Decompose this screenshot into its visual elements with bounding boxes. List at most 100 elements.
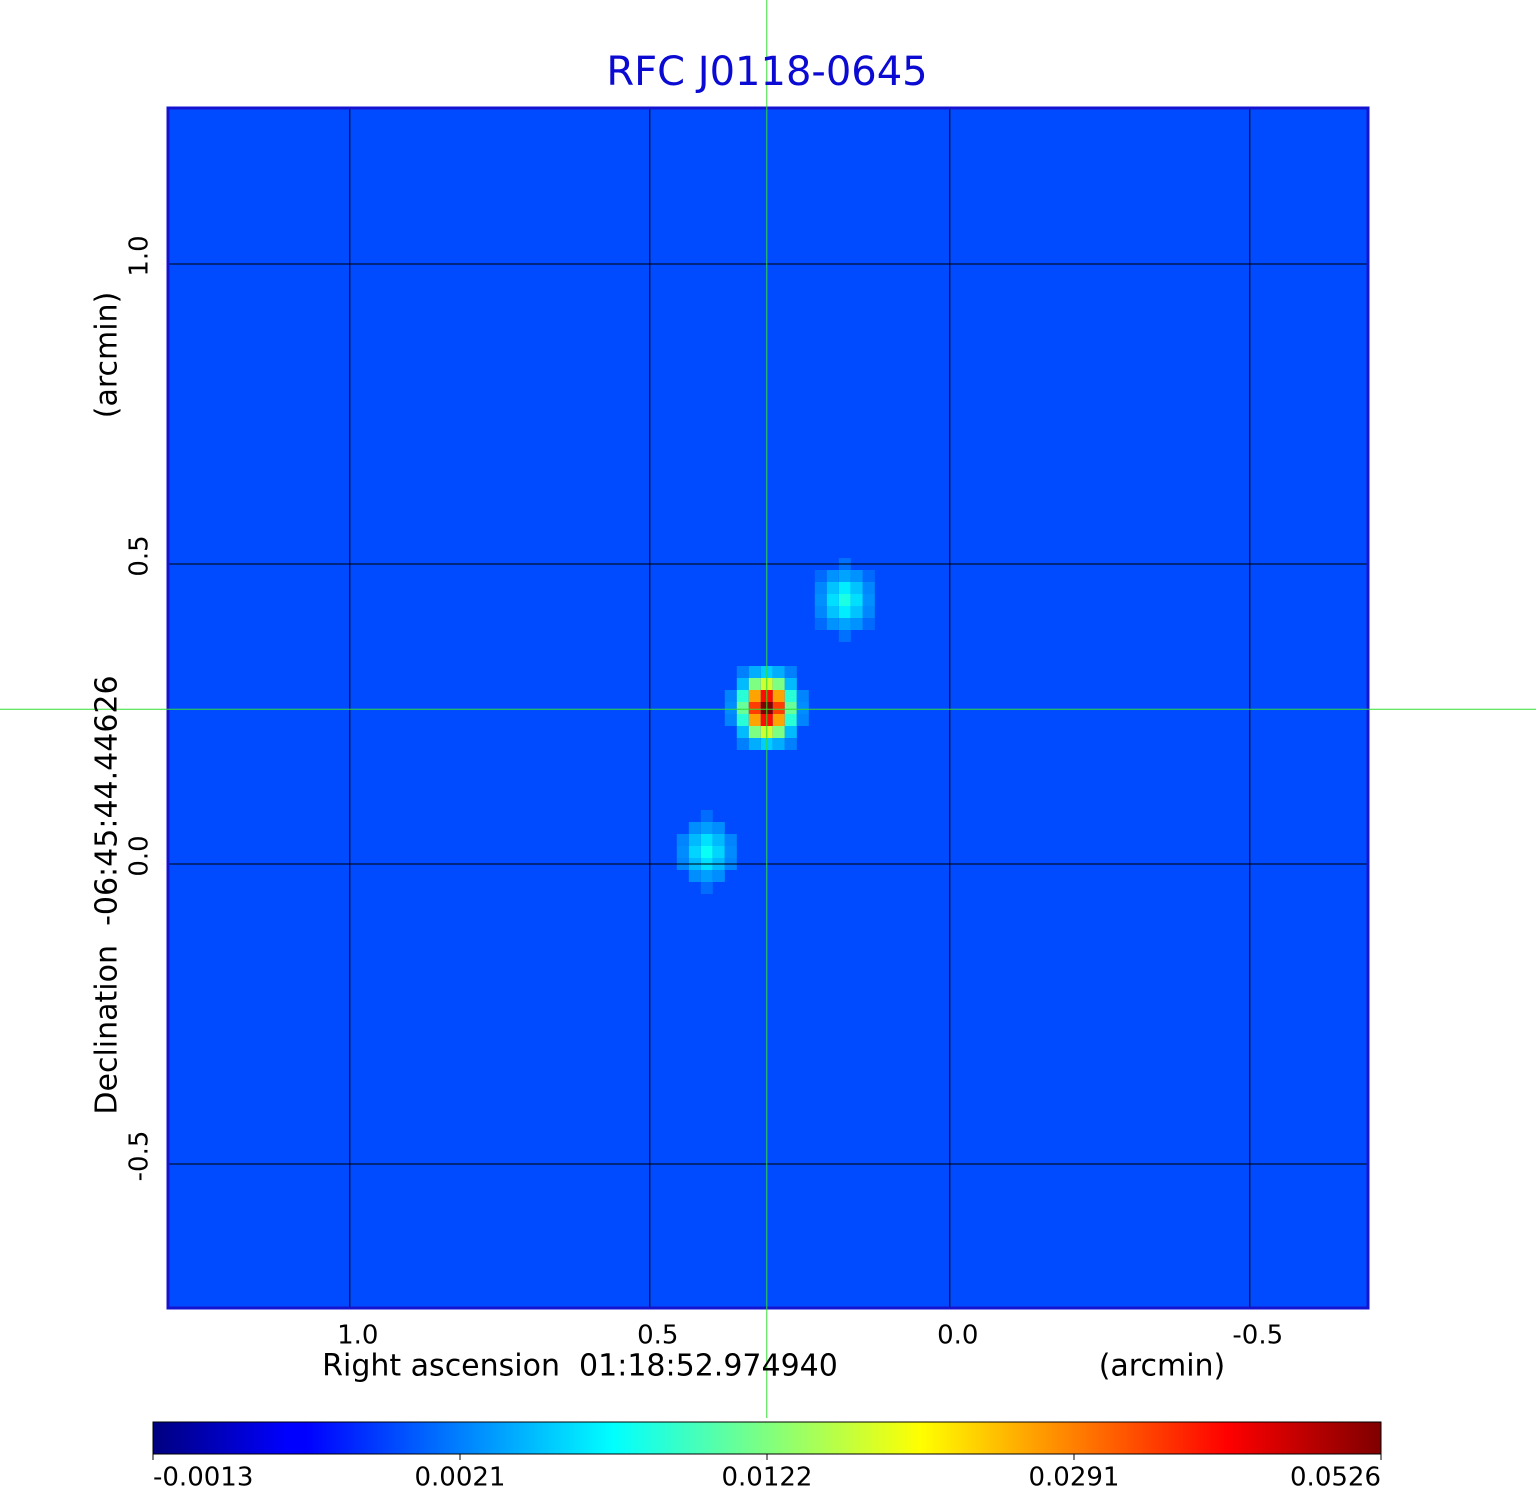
x-axis-unit: (arcmin)	[1099, 1349, 1226, 1384]
source-pixel	[862, 618, 875, 630]
source-pixel	[736, 702, 749, 714]
source-pixel	[772, 726, 785, 738]
x-axis-label: Right ascension 01:18:52.974940	[322, 1349, 838, 1384]
source-pixel	[862, 570, 875, 582]
source-pixel	[712, 870, 725, 882]
image-layer	[168, 108, 1368, 1308]
source-pixel	[700, 846, 713, 858]
source-pixel	[850, 570, 863, 582]
source-pixel	[700, 882, 713, 894]
source-pixel	[736, 678, 749, 690]
source-pixel	[838, 606, 851, 618]
source-pixel	[784, 714, 797, 726]
source-pixel	[724, 846, 737, 858]
source-pixel	[700, 810, 713, 822]
source-pixel	[748, 726, 761, 738]
source-pixel	[748, 738, 761, 750]
source-pixel	[826, 582, 839, 594]
source-pixel	[736, 726, 749, 738]
source-pixel	[748, 714, 761, 726]
source-pixel	[736, 738, 749, 750]
source-pixel	[838, 594, 851, 606]
source-pixel	[700, 834, 713, 846]
colorbar-tick-label: 0.0291	[1029, 1463, 1120, 1493]
source-pixel	[826, 594, 839, 606]
source-pixel	[814, 594, 827, 606]
source-pixel	[838, 570, 851, 582]
colorbar-tick-label: 0.0122	[722, 1463, 813, 1493]
source-pixel	[850, 594, 863, 606]
chart-title: RFC J0118-0645	[606, 49, 927, 95]
source-pixel	[712, 846, 725, 858]
source-pixel	[676, 846, 689, 858]
x-tick-label: 1.0	[337, 1321, 378, 1351]
source-pixel	[748, 702, 761, 714]
source-pixel	[796, 690, 809, 702]
source-pixel	[814, 582, 827, 594]
source-pixel	[850, 582, 863, 594]
source-pixel	[784, 678, 797, 690]
source-pixel	[796, 714, 809, 726]
source-pixel	[724, 834, 737, 846]
source-pixel	[736, 714, 749, 726]
source-pixel	[826, 570, 839, 582]
source-pixel	[862, 582, 875, 594]
colorbar-tick-label: 0.0526	[1290, 1463, 1381, 1493]
overlay: 1.0 0.5 0.0 -0.5 1.0 0.5 0.0 -0.5	[0, 0, 1536, 1418]
source-pixel	[748, 690, 761, 702]
y-tick-label: 1.0	[125, 235, 155, 276]
source-pixel	[772, 666, 785, 678]
x-tick-label: 0.0	[937, 1321, 978, 1351]
source-pixel	[772, 702, 785, 714]
source-pixel	[826, 606, 839, 618]
source-pixel	[838, 618, 851, 630]
colorbar-tick-label: -0.0013	[153, 1463, 253, 1493]
source-pixel	[838, 630, 851, 642]
source-pixel	[688, 846, 701, 858]
source-pixel	[724, 690, 737, 702]
source-pixel	[736, 690, 749, 702]
source-pixel	[796, 702, 809, 714]
source-pixel	[814, 618, 827, 630]
source-pixel	[700, 822, 713, 834]
source-pixel	[688, 834, 701, 846]
source-pixel	[688, 822, 701, 834]
source-pixel	[748, 678, 761, 690]
source-pixel	[700, 870, 713, 882]
source-pixel	[784, 726, 797, 738]
colorbar-tick-label: 0.0021	[415, 1463, 506, 1493]
y-tick-label: 0.0	[125, 835, 155, 876]
y-axis-label: Declination -06:45:44.44626	[90, 675, 125, 1114]
source-pixel	[838, 582, 851, 594]
source-pixel	[784, 666, 797, 678]
source-pixel	[676, 834, 689, 846]
source-pixel	[814, 606, 827, 618]
source-pixel	[772, 690, 785, 702]
source-pixel	[784, 738, 797, 750]
source-pixel	[862, 594, 875, 606]
source-pixel	[712, 834, 725, 846]
source-pixel	[688, 870, 701, 882]
plot-frame	[166, 106, 1370, 1310]
source-pixel	[862, 606, 875, 618]
y-axis-unit: (arcmin)	[90, 292, 125, 419]
y-tick-label: -0.5	[125, 1131, 155, 1182]
source-pixel	[772, 714, 785, 726]
source-pixel	[712, 822, 725, 834]
source-pixel	[826, 618, 839, 630]
y-tick-label: 0.5	[125, 535, 155, 576]
x-tick-label: -0.5	[1232, 1321, 1283, 1351]
x-tick-label: 0.5	[637, 1321, 678, 1351]
source-pixel	[772, 738, 785, 750]
source-pixel	[736, 666, 749, 678]
colorbar	[152, 1421, 1382, 1455]
source-pixel	[724, 702, 737, 714]
source-pixel	[850, 618, 863, 630]
source-pixel	[748, 666, 761, 678]
source-pixel	[850, 606, 863, 618]
source-pixel	[784, 690, 797, 702]
source-pixel	[784, 702, 797, 714]
source-pixel	[814, 570, 827, 582]
source-pixel	[772, 678, 785, 690]
